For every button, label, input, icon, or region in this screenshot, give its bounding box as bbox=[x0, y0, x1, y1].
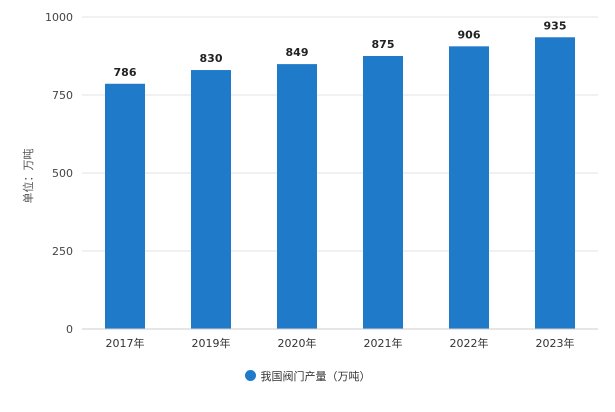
x-tick-label-4: 2022年 bbox=[450, 336, 489, 350]
bar-5 bbox=[535, 37, 575, 329]
x-tick-label-3: 2021年 bbox=[364, 336, 403, 350]
data-label-1: 830 bbox=[200, 52, 223, 65]
bar-0 bbox=[105, 83, 145, 329]
legend-label: 我国阀门产量（万吨） bbox=[260, 370, 371, 383]
data-labels: 786 830 849 875 906 935 bbox=[114, 19, 567, 78]
x-tick-label-1: 2019年 bbox=[192, 336, 231, 350]
x-tick-label-0: 2017年 bbox=[106, 336, 145, 350]
data-label-3: 875 bbox=[372, 38, 395, 51]
grid-lines bbox=[82, 16, 598, 252]
bars bbox=[105, 37, 575, 329]
bar-1 bbox=[191, 70, 231, 329]
data-label-5: 935 bbox=[544, 19, 567, 32]
y-tick-label-2: 500 bbox=[52, 167, 73, 180]
y-tick-label-3: 750 bbox=[52, 89, 73, 102]
bar-3 bbox=[363, 56, 403, 329]
bar-2 bbox=[277, 64, 317, 329]
x-tick-label-2: 2020年 bbox=[278, 336, 317, 350]
data-label-4: 906 bbox=[458, 28, 481, 41]
legend: 我国阀门产量（万吨） bbox=[0, 368, 615, 384]
data-label-2: 849 bbox=[286, 46, 309, 59]
legend-marker bbox=[244, 370, 256, 381]
y-tick-label-1: 250 bbox=[52, 245, 73, 258]
x-tick-label-5: 2023年 bbox=[536, 336, 575, 350]
y-tick-label-0: 0 bbox=[66, 323, 73, 336]
bar-4 bbox=[449, 46, 489, 329]
y-axis-ticks: 0 250 500 750 1000 bbox=[45, 11, 73, 336]
y-tick-label-4: 1000 bbox=[45, 11, 73, 24]
x-axis-ticks: 2017年 2019年 2020年 2021年 2022年 2023年 bbox=[106, 336, 575, 350]
y-axis-title: 单位：万吨 bbox=[21, 149, 35, 204]
data-label-0: 786 bbox=[114, 66, 137, 79]
